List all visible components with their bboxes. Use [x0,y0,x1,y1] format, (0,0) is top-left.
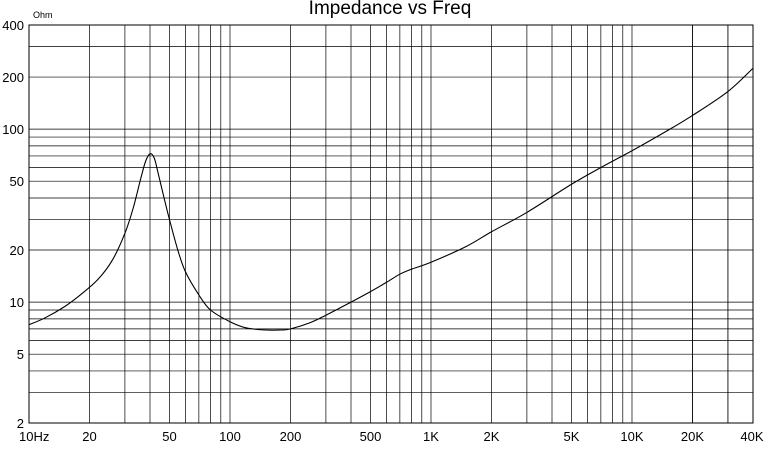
x-tick-label: 10Hz [19,429,49,444]
x-tick-label: 20K [681,429,704,444]
y-tick-label: 2 [17,416,24,431]
x-tick-label: 200 [280,429,302,444]
x-tick-label: 50 [162,429,176,444]
y-tick-label: 200 [2,70,24,85]
y-tick-label: 5 [17,347,24,362]
x-tick-label: 10K [620,429,643,444]
x-tick-label: 100 [219,429,241,444]
x-tick-label: 1K [423,429,439,444]
x-tick-label: 500 [360,429,382,444]
y-tick-label: 50 [10,174,24,189]
x-tick-label: 5K [564,429,580,444]
y-tick-label: 400 [2,18,24,33]
grid [29,25,753,423]
x-tick-label: 20 [82,429,96,444]
y-tick-label: 20 [10,243,24,258]
y-tick-label: 10 [10,295,24,310]
chart-title: Impedance vs Freq [309,0,472,19]
plot-frame [28,24,754,424]
x-axis-tick-labels: 10Hz 20 50 100 200 500 1K 2K 5K 10K 20K 40K [19,429,764,444]
impedance-curve [28,67,754,331]
x-tick-label: 40K [740,429,763,444]
y-axis-unit-label: Ohm [33,10,53,20]
y-tick-label: 100 [2,122,24,137]
x-tick-label: 2K [484,429,500,444]
y-axis-tick-labels: 2 5 10 20 50 100 200 400 [2,18,24,431]
